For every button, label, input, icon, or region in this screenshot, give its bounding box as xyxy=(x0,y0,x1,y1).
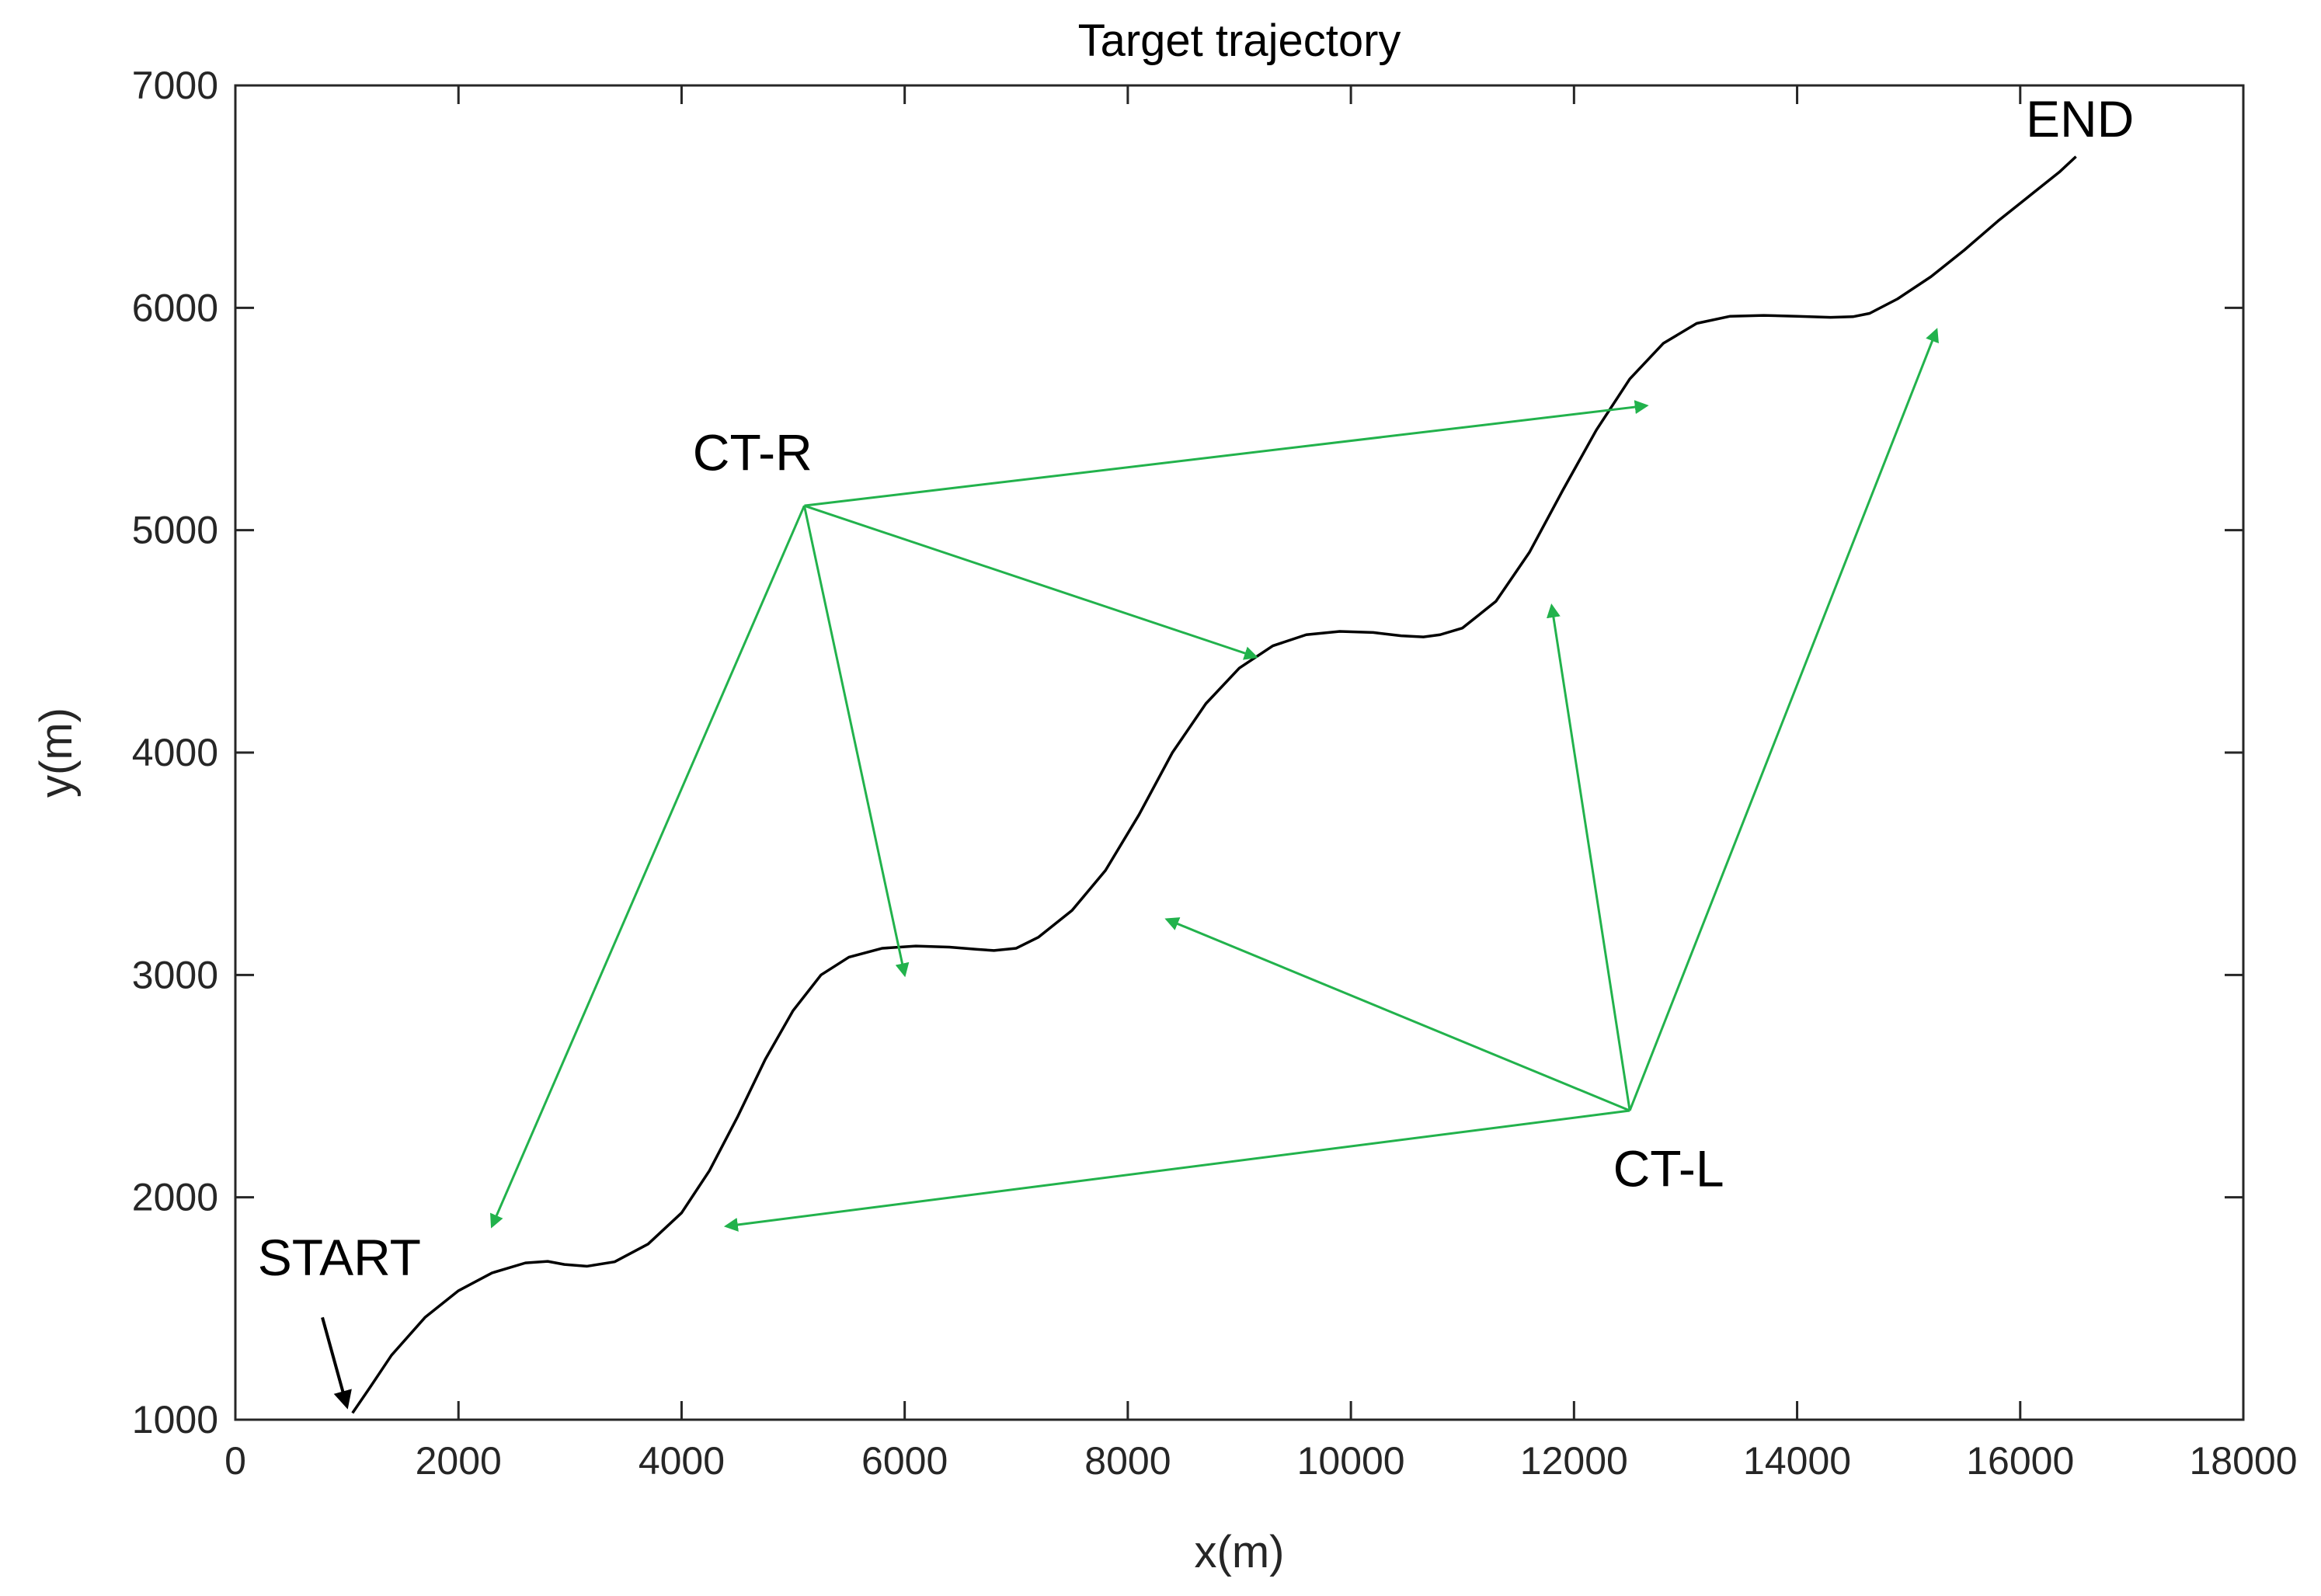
direction-arrow xyxy=(802,505,910,978)
y-tick-label: 2000 xyxy=(132,1176,218,1219)
chart-title: Target trajectory xyxy=(1078,16,1401,66)
annotation-end: END xyxy=(2026,90,2134,148)
direction-arrow xyxy=(723,1109,1630,1232)
x-tick-label: 12000 xyxy=(1520,1439,1628,1483)
annotation-ct-l: CT-L xyxy=(1613,1139,1724,1197)
trajectory-line xyxy=(351,155,2077,1414)
y-tick-label: 6000 xyxy=(132,286,218,329)
y-tick-label: 1000 xyxy=(132,1398,218,1441)
x-tick-label: 18000 xyxy=(2189,1439,2297,1483)
start-pointer-arrow xyxy=(321,1316,352,1410)
direction-arrow xyxy=(1164,917,1630,1112)
x-tick-label: 0 xyxy=(224,1439,246,1483)
x-tick-label: 10000 xyxy=(1297,1439,1405,1483)
direction-arrow xyxy=(490,505,806,1229)
axes-box xyxy=(234,84,2245,1421)
annotation-start: START xyxy=(258,1229,421,1286)
x-tick-label: 16000 xyxy=(1966,1439,2074,1483)
direction-arrow xyxy=(804,400,1649,507)
x-tick-label: 6000 xyxy=(861,1439,948,1483)
y-axis-label: y(m) xyxy=(31,708,82,798)
annotation-ct-r: CT-R xyxy=(693,423,813,481)
x-tick-label: 4000 xyxy=(639,1439,725,1483)
x-axis-label: x(m) xyxy=(1195,1527,1285,1577)
plot-area: 0 2000 4000 6000 8000 10000 12000 14000 16000 180… xyxy=(132,64,2298,1483)
y-tick-label: 4000 xyxy=(132,731,218,774)
direction-arrow xyxy=(1628,328,1939,1111)
y-tick-label: 5000 xyxy=(132,509,218,552)
direction-arrow xyxy=(803,504,1258,660)
y-tick-label: 3000 xyxy=(132,953,218,996)
direction-arrow xyxy=(1547,603,1631,1111)
x-tick-label: 14000 xyxy=(1743,1439,1851,1483)
x-tick-label: 8000 xyxy=(1084,1439,1171,1483)
x-tick-label: 2000 xyxy=(416,1439,502,1483)
y-tick-label: 7000 xyxy=(132,64,218,107)
